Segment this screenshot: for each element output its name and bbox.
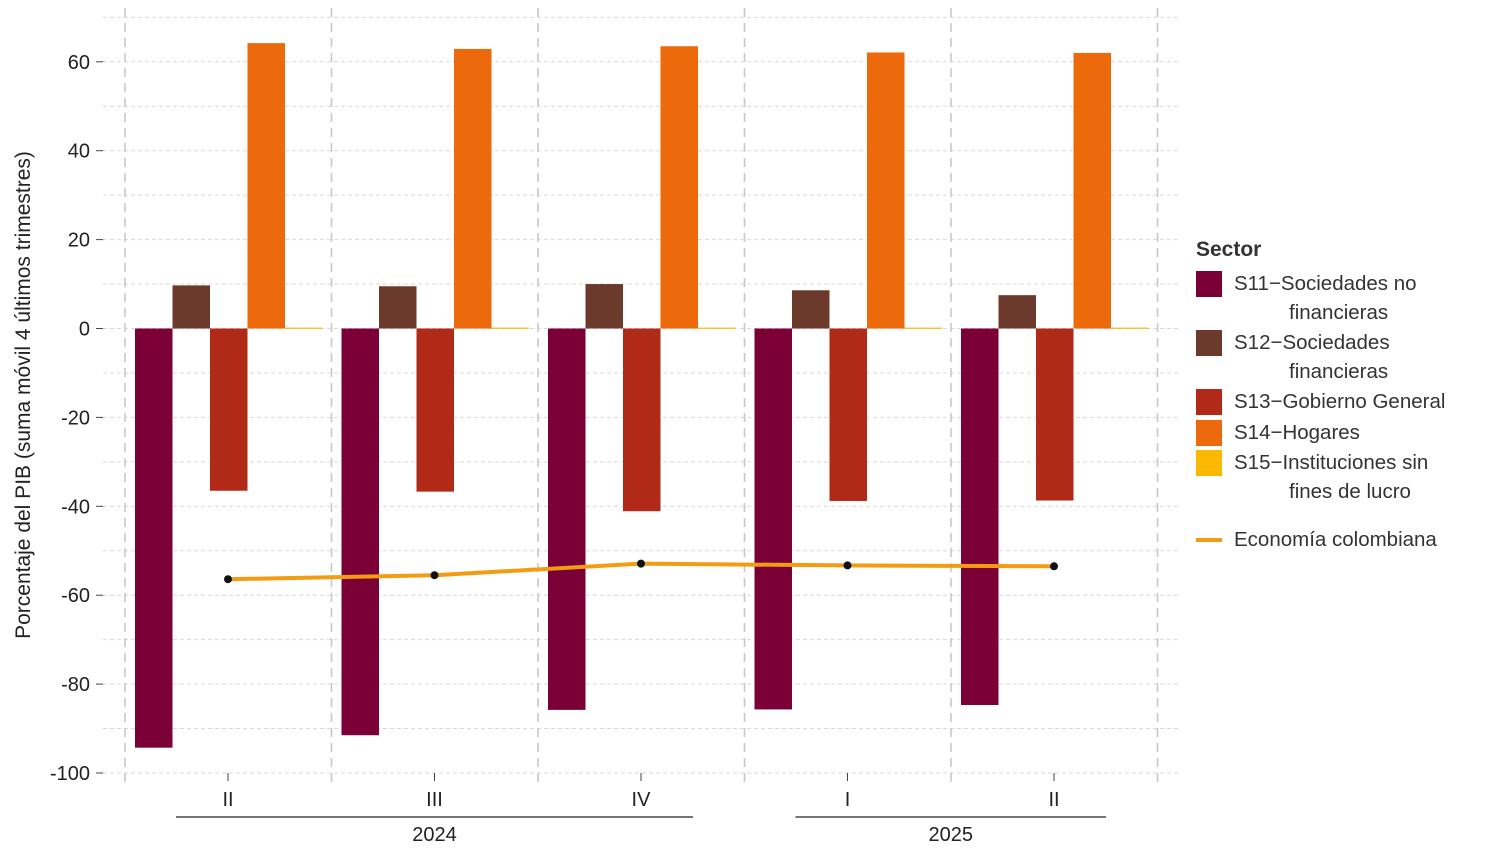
line-point bbox=[637, 559, 645, 568]
legend-item: S11−Sociedades no financieras bbox=[1196, 270, 1488, 327]
legend-label-line2: financieras bbox=[1289, 359, 1389, 383]
legend-label-line2: financieras bbox=[1289, 300, 1389, 324]
bar-11-4 bbox=[961, 328, 999, 705]
bar-13-0 bbox=[210, 328, 248, 491]
legend: Sector S11−Sociedades no financieras S12−S… bbox=[1196, 238, 1488, 555]
legend-swatch bbox=[1196, 450, 1222, 476]
legend-title: Sector bbox=[1196, 238, 1262, 261]
legend-label-line1: S13−Gobierno General bbox=[1234, 390, 1446, 413]
y-tick-label: 60 bbox=[68, 52, 90, 74]
legend-label: S15−Instituciones sin fines de lucro bbox=[1234, 449, 1428, 506]
legend-swatch bbox=[1196, 271, 1222, 297]
y-tick-label: 20 bbox=[68, 230, 90, 252]
line-point bbox=[1050, 562, 1058, 571]
x-category-label: IV bbox=[632, 789, 652, 811]
y-tick-label: -80 bbox=[61, 674, 90, 696]
bar-12-0 bbox=[172, 285, 210, 329]
x-category-label: III bbox=[426, 789, 443, 811]
bar-12-1 bbox=[379, 286, 417, 329]
legend-swatch bbox=[1196, 419, 1222, 446]
legend-label-line1: S14−Hogares bbox=[1234, 420, 1360, 444]
bar-14-3 bbox=[867, 52, 905, 329]
legend-label-line1: S15−Instituciones sin bbox=[1234, 451, 1429, 474]
bar-15-0 bbox=[285, 327, 323, 329]
line-point bbox=[843, 561, 852, 570]
legend-swatch bbox=[1196, 330, 1222, 356]
bar-13-2 bbox=[623, 328, 661, 512]
x-category-label: II bbox=[222, 789, 233, 811]
legend-item: S12−Sociedades financieras bbox=[1196, 329, 1488, 386]
bar-12-3 bbox=[792, 290, 830, 329]
y-tick-label: -100 bbox=[50, 763, 90, 785]
y-tick-label: -40 bbox=[61, 496, 90, 518]
bar-11-1 bbox=[341, 328, 379, 736]
legend-label: S13−Gobierno General bbox=[1234, 388, 1445, 417]
y-tick-label: 0 bbox=[79, 319, 90, 341]
bar-15-3 bbox=[904, 327, 942, 329]
x-category-label: I bbox=[845, 789, 851, 811]
bar-15-2 bbox=[698, 327, 736, 329]
bar-14-2 bbox=[660, 46, 698, 329]
legend-line-swatch bbox=[1196, 538, 1222, 543]
year-label: 2025 bbox=[929, 824, 974, 846]
bar-12-2 bbox=[585, 284, 623, 329]
line-point bbox=[430, 571, 439, 580]
bar-13-3 bbox=[829, 328, 867, 501]
bar-13-1 bbox=[416, 328, 454, 492]
y-tick-label: 40 bbox=[68, 141, 90, 163]
legend-swatch bbox=[1196, 389, 1222, 415]
legend-label-line1: S11−Sociedades no bbox=[1234, 272, 1417, 295]
y-axis-title: Porcentaje del PIB (suma móvil 4 últimos… bbox=[12, 151, 35, 639]
bar-11-0 bbox=[135, 328, 173, 748]
legend-label: S14−Hogares bbox=[1234, 419, 1360, 448]
y-tick-label: -60 bbox=[61, 585, 90, 607]
x-category-label: II bbox=[1048, 789, 1059, 811]
bar-14-0 bbox=[247, 43, 285, 329]
year-label: 2024 bbox=[412, 824, 457, 846]
legend-item-economia: Economía colombiana bbox=[1196, 526, 1488, 555]
legend-label-line2: fines de lucro bbox=[1289, 479, 1411, 503]
bar-12-4 bbox=[998, 295, 1036, 329]
legend-item: S13−Gobierno General bbox=[1196, 388, 1488, 417]
bar-14-4 bbox=[1073, 52, 1111, 329]
line-point bbox=[224, 575, 232, 584]
bar-11-3 bbox=[754, 328, 792, 710]
y-tick-label: -20 bbox=[61, 407, 90, 429]
bar-15-4 bbox=[1111, 327, 1149, 329]
bar-11-2 bbox=[548, 328, 586, 710]
bar-14-1 bbox=[454, 48, 492, 329]
legend-label: S11−Sociedades no financieras bbox=[1234, 270, 1417, 327]
bar-13-4 bbox=[1036, 328, 1074, 501]
legend-label: S12−Sociedades financieras bbox=[1234, 329, 1390, 386]
legend-item: S14−Hogares bbox=[1196, 419, 1488, 448]
bar-15-1 bbox=[491, 327, 529, 329]
legend-label-line1: S12−Sociedades bbox=[1234, 331, 1390, 354]
legend-items: S11−Sociedades no financieras S12−Sociedad… bbox=[1196, 270, 1488, 506]
legend-line-label: Economía colombiana bbox=[1234, 528, 1437, 551]
legend-item: S15−Instituciones sin fines de lucro bbox=[1196, 449, 1488, 506]
